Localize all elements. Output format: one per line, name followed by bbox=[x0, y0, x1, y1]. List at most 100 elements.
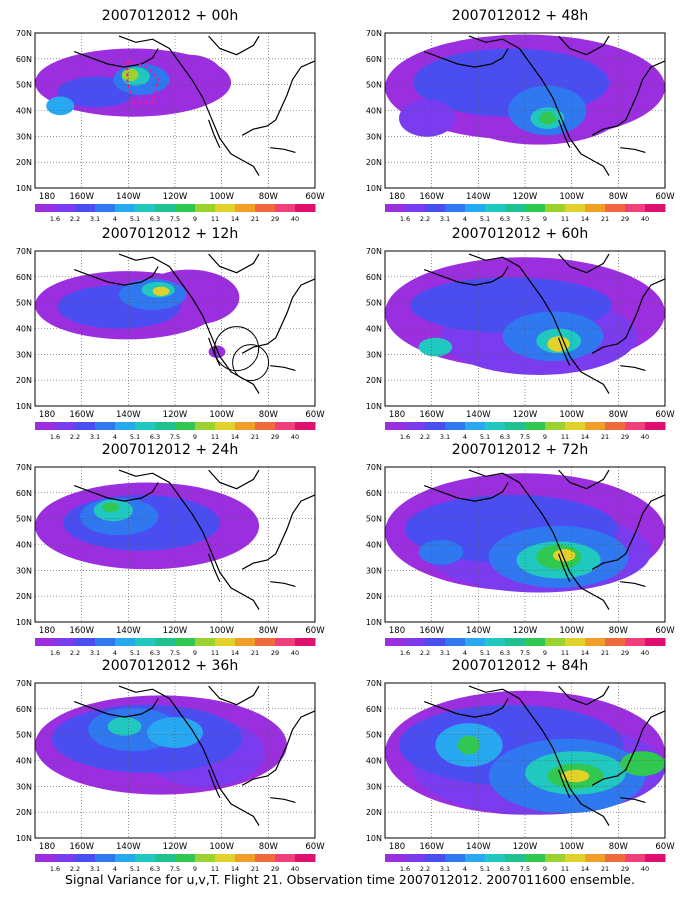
colorbar-swatch bbox=[505, 638, 526, 646]
coastline bbox=[558, 119, 571, 148]
panel-title: 2007012012 + 84h bbox=[451, 658, 589, 674]
colorbar-swatch bbox=[255, 638, 276, 646]
colorbar-swatch bbox=[55, 422, 76, 430]
variance-contour bbox=[620, 751, 665, 776]
colorbar-label: 7.5 bbox=[520, 865, 530, 873]
colorbar-label: 5.1 bbox=[480, 215, 490, 223]
colorbar-swatch bbox=[235, 204, 256, 212]
variance-contour bbox=[539, 112, 556, 125]
colorbar-swatch bbox=[425, 854, 446, 862]
coastline bbox=[558, 685, 610, 706]
colorbar-label: 7.5 bbox=[170, 649, 180, 657]
colorbar-label: 11 bbox=[561, 649, 569, 657]
coastline bbox=[208, 553, 221, 582]
colorbar-swatch bbox=[405, 204, 426, 212]
variance-field bbox=[35, 48, 231, 117]
lon-tick-label: 100W bbox=[209, 192, 234, 202]
colorbar-label: 4 bbox=[463, 865, 467, 873]
colorbar-swatch bbox=[625, 854, 646, 862]
lat-tick-label: 40N bbox=[366, 325, 382, 334]
colorbar-label: 7.5 bbox=[520, 215, 530, 223]
lat-tick-label: 10N bbox=[16, 834, 32, 843]
colorbar-swatch bbox=[645, 854, 666, 862]
variance-contour bbox=[107, 717, 142, 736]
lat-tick-label: 60N bbox=[16, 489, 32, 498]
lon-tick-label: 180 bbox=[389, 626, 405, 636]
colorbar-swatch bbox=[135, 854, 156, 862]
lat-tick-label: 30N bbox=[16, 350, 32, 359]
colorbar-swatch bbox=[605, 638, 626, 646]
lat-tick-label: 70N bbox=[366, 30, 382, 38]
coastline bbox=[208, 685, 260, 706]
lat-tick-label: 30N bbox=[366, 132, 382, 141]
colorbar-swatch bbox=[115, 204, 136, 212]
lat-tick-label: 60N bbox=[16, 705, 32, 714]
lon-tick-label: 140W bbox=[116, 192, 141, 202]
colorbar-swatch bbox=[565, 638, 586, 646]
map-panel-12h: 2007012012 + 12h 70N 60N 50N 40N 30N 20N 10N 18… bbox=[5, 226, 335, 441]
colorbar-label: 7.5 bbox=[170, 215, 180, 223]
coastline bbox=[118, 469, 260, 610]
colorbar-swatch bbox=[585, 422, 606, 430]
coastline bbox=[620, 365, 646, 371]
colorbar-swatch bbox=[75, 204, 96, 212]
colorbar-label: 4 bbox=[113, 649, 117, 657]
colorbar-swatch bbox=[385, 638, 406, 646]
variance-field bbox=[385, 257, 665, 375]
colorbar-swatch bbox=[35, 854, 56, 862]
colorbar-swatch bbox=[565, 854, 586, 862]
coastline bbox=[423, 266, 509, 286]
colorbar-swatch bbox=[255, 204, 276, 212]
colorbar-label: 11 bbox=[561, 865, 569, 873]
colorbar-label: 11 bbox=[211, 865, 219, 873]
colorbar-label: 14 bbox=[231, 649, 239, 657]
coastline bbox=[558, 35, 610, 56]
colorbar-label: 1.6 bbox=[400, 865, 410, 873]
colorbar-label: 6.3 bbox=[150, 215, 160, 223]
lat-tick-label: 40N bbox=[16, 107, 32, 116]
colorbar-label: 2.2 bbox=[420, 215, 430, 223]
colorbar-label: 4 bbox=[463, 433, 467, 441]
colorbar-label: 1.6 bbox=[400, 649, 410, 657]
lat-tick-label: 50N bbox=[16, 299, 32, 308]
colorbar-label: 2.2 bbox=[420, 433, 430, 441]
lon-tick-label: 180 bbox=[39, 626, 55, 636]
lat-tick-label: 60N bbox=[366, 55, 382, 64]
colorbar-swatch bbox=[75, 638, 96, 646]
lat-tick-label: 10N bbox=[366, 834, 382, 843]
colorbar-label: 4 bbox=[113, 215, 117, 223]
colorbar-label: 21 bbox=[251, 865, 259, 873]
coastline bbox=[208, 769, 221, 798]
colorbar-swatch bbox=[215, 638, 236, 646]
colorbar-swatch bbox=[525, 854, 546, 862]
colorbar-swatch bbox=[425, 422, 446, 430]
coastline bbox=[620, 797, 646, 803]
lon-tick-label: 60W bbox=[655, 626, 675, 636]
lon-tick-label: 100W bbox=[559, 192, 584, 202]
colorbar-swatch bbox=[35, 422, 56, 430]
lon-tick-label: 160W bbox=[69, 842, 94, 852]
panel-title: 2007012012 + 24h bbox=[101, 442, 239, 458]
coastline bbox=[241, 494, 316, 570]
colorbar-label: 21 bbox=[601, 865, 609, 873]
colorbar-label: 9 bbox=[193, 433, 197, 441]
lat-tick-label: 70N bbox=[16, 464, 32, 472]
coastline bbox=[73, 48, 159, 68]
lat-tick-label: 40N bbox=[366, 541, 382, 550]
colorbar-swatch bbox=[645, 422, 666, 430]
lat-tick-label: 30N bbox=[16, 782, 32, 791]
colorbar-swatch bbox=[485, 204, 506, 212]
lat-tick-label: 10N bbox=[366, 618, 382, 627]
colorbar-swatch bbox=[155, 638, 176, 646]
colorbar-label: 4 bbox=[113, 433, 117, 441]
variance-contour bbox=[121, 68, 139, 82]
lon-tick-label: 180 bbox=[389, 192, 405, 202]
coastline bbox=[591, 60, 666, 136]
colorbar-label: 21 bbox=[601, 649, 609, 657]
lat-tick-label: 10N bbox=[16, 184, 32, 193]
colorbar-label: 2.2 bbox=[70, 215, 80, 223]
colorbar-swatch bbox=[505, 422, 526, 430]
plot-frame bbox=[384, 466, 666, 623]
colorbar-swatch bbox=[75, 854, 96, 862]
lat-tick-label: 60N bbox=[16, 55, 32, 64]
